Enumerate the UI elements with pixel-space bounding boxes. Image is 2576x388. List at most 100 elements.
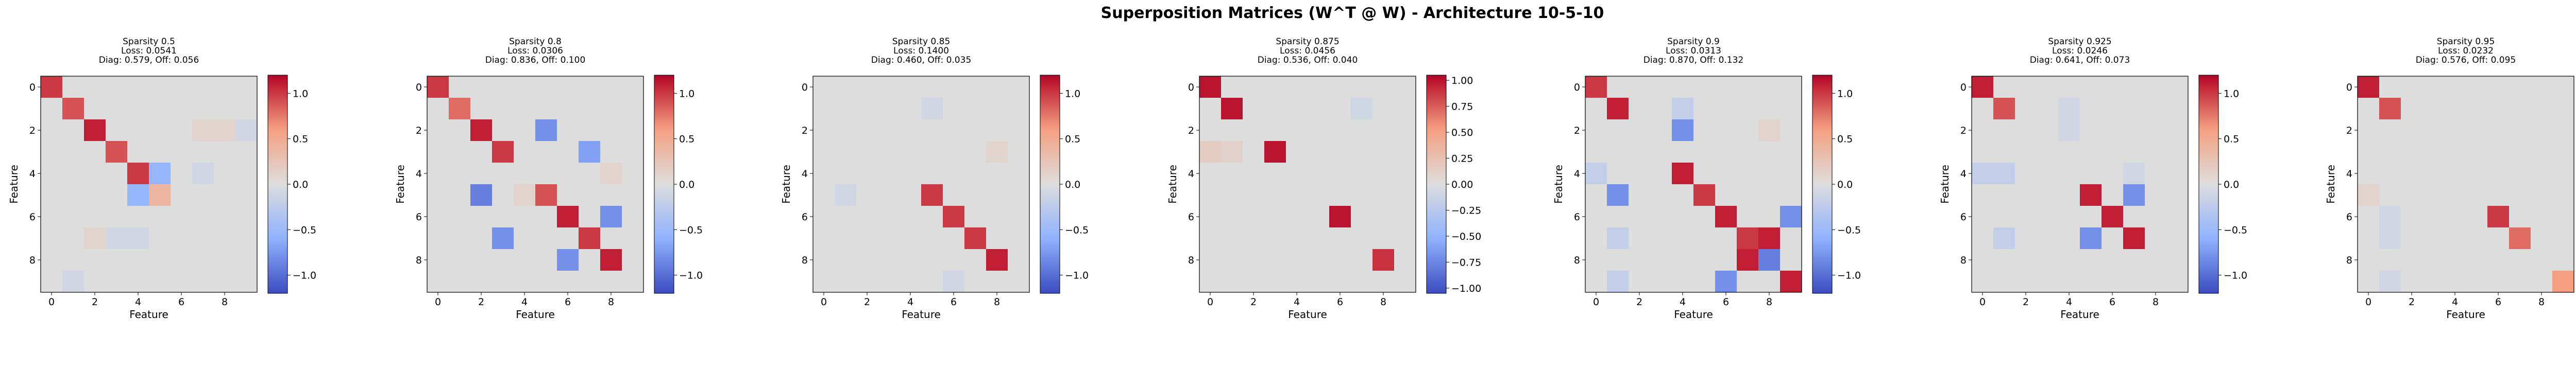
heatmap-cell xyxy=(535,271,557,293)
heatmap-cell xyxy=(2123,249,2145,271)
y-axis-label: Feature xyxy=(1166,165,1179,204)
heatmap-cell xyxy=(127,163,149,185)
heatmap-cell xyxy=(514,98,536,120)
heatmap-cell xyxy=(214,206,236,228)
heatmap-cell xyxy=(1629,184,1651,206)
heatmap-cell xyxy=(1972,119,1994,142)
heatmap-cell xyxy=(214,184,236,206)
heatmap-cell xyxy=(2037,227,2059,250)
panel-title-line: Loss: 0.0246 xyxy=(2052,46,2108,56)
heatmap-cell xyxy=(622,119,644,142)
heatmap-cell xyxy=(235,119,258,142)
heatmap-cell xyxy=(2123,119,2145,142)
heatmap-cell xyxy=(1629,271,1651,293)
heatmap-cell xyxy=(1993,271,2015,293)
heatmap-cell xyxy=(1329,271,1351,293)
heatmap-cell xyxy=(2444,206,2466,228)
heatmap-cell xyxy=(62,271,84,293)
heatmap-cell xyxy=(1221,119,1243,142)
heatmap-cell xyxy=(2401,206,2423,228)
y-tick-label: 0 xyxy=(416,82,422,93)
heatmap-cell xyxy=(557,119,579,142)
heatmap-cell xyxy=(149,98,171,120)
y-tick-label: 8 xyxy=(29,255,36,266)
heatmap-cell xyxy=(579,206,601,228)
heatmap-cell xyxy=(2058,119,2080,142)
heatmap-cell xyxy=(921,206,943,228)
heatmap-cell xyxy=(1737,98,1759,120)
heatmap-cell xyxy=(84,184,106,206)
heatmap-cell xyxy=(1629,249,1651,271)
heatmap-cell xyxy=(943,271,965,293)
heatmap-cell xyxy=(514,184,536,206)
y-tick-label: 8 xyxy=(802,255,808,266)
heatmap-cell xyxy=(2058,163,2080,185)
heatmap-cell xyxy=(1351,98,1373,120)
colorbar-tick-label: −0.5 xyxy=(679,224,703,236)
heatmap-cell xyxy=(2487,163,2510,185)
heatmap-cell xyxy=(1372,163,1395,185)
heatmap-cell xyxy=(1607,206,1629,228)
heatmap-cell xyxy=(1008,98,1030,120)
y-tick-label: 6 xyxy=(802,211,808,223)
heatmap-cell xyxy=(192,119,214,142)
heatmap-cell xyxy=(2058,98,2080,120)
heatmap-cell xyxy=(2422,227,2445,250)
heatmap-cell xyxy=(149,184,171,206)
heatmap-cell xyxy=(449,98,471,120)
heatmap-cell xyxy=(2379,206,2401,228)
heatmap-cell xyxy=(2166,227,2189,250)
heatmap-cell xyxy=(1372,98,1395,120)
heatmap-cell xyxy=(986,271,1008,293)
heatmap-cell xyxy=(2102,206,2124,228)
y-tick-label: 0 xyxy=(802,82,808,93)
panel-title-line: Loss: 0.0313 xyxy=(1666,46,1721,56)
heatmap-cell xyxy=(2422,76,2445,98)
heatmap-cell xyxy=(579,184,601,206)
y-tick-label: 2 xyxy=(1188,125,1194,136)
heatmap-cell xyxy=(106,249,128,271)
colorbar xyxy=(654,75,674,293)
heatmap-cell xyxy=(2102,249,2124,271)
heatmap-cell xyxy=(2080,163,2102,185)
heatmap-cell xyxy=(2379,141,2401,163)
y-tick-label: 2 xyxy=(802,125,808,136)
heatmap-cell xyxy=(835,271,857,293)
heatmap-cell xyxy=(2080,227,2102,250)
panel-title-line: Sparsity 0.8 xyxy=(509,37,562,47)
x-tick-label: 6 xyxy=(2495,296,2501,308)
heatmap-cell xyxy=(149,141,171,163)
heatmap-cell xyxy=(986,98,1008,120)
heatmap-cell xyxy=(1264,76,1286,98)
heatmap-cell xyxy=(1693,141,1716,163)
heatmap-cell xyxy=(171,184,193,206)
heatmap-cell xyxy=(1972,249,1994,271)
heatmap-cell xyxy=(192,271,214,293)
heatmap-cell xyxy=(1715,184,1737,206)
heatmap-cell xyxy=(1737,249,1759,271)
heatmap-cell xyxy=(1715,76,1737,98)
panel-title-line: Loss: 0.0306 xyxy=(507,46,563,56)
axes-frame xyxy=(40,76,258,293)
y-tick-label: 6 xyxy=(29,211,36,223)
heatmap-cell xyxy=(1264,206,1286,228)
heatmap-cell xyxy=(2080,271,2102,293)
heatmap-cell xyxy=(600,119,622,142)
heatmap-cell xyxy=(1286,141,1308,163)
y-tick-label: 6 xyxy=(1188,211,1194,223)
colorbar-tick-label: −1.0 xyxy=(1837,270,1861,281)
heatmap-cell xyxy=(62,206,84,228)
heatmap-cell xyxy=(1629,227,1651,250)
heatmap-cell xyxy=(2037,163,2059,185)
axes-frame xyxy=(2357,76,2574,293)
heatmap-cell xyxy=(427,271,449,293)
colorbar-tick-label: 0.0 xyxy=(1065,179,1080,190)
heatmap-cell xyxy=(2058,271,2080,293)
heatmap-cell xyxy=(1394,98,1416,120)
heatmap-cell xyxy=(1329,119,1351,142)
heatmap-cell xyxy=(1008,227,1030,250)
heatmap-cell xyxy=(2444,119,2466,142)
heatmap-cell xyxy=(964,206,987,228)
heatmap-cell xyxy=(600,163,622,185)
